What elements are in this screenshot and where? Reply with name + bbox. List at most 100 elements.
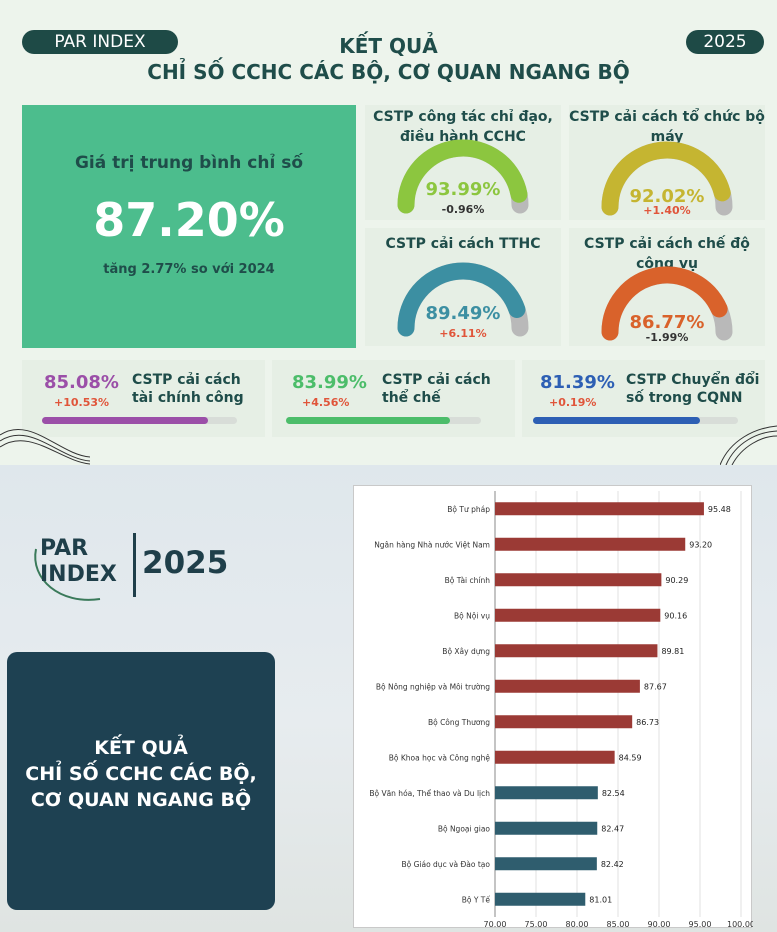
gauge-arc bbox=[601, 141, 733, 216]
value-label: 95.48 bbox=[708, 505, 731, 514]
progress-track bbox=[286, 417, 481, 424]
bar-card-delta: +10.53% bbox=[54, 396, 110, 409]
x-tick-label: 70.00 bbox=[484, 920, 507, 929]
bar-card-label-1: CSTP Chuyển đổi bbox=[626, 372, 760, 388]
gauge-title: CSTP cải cách tổ chức bộ máy bbox=[569, 109, 765, 145]
bar bbox=[495, 537, 686, 551]
gauge-value: 93.99% bbox=[425, 179, 501, 200]
gauge-title: CSTP công tác chỉ đạo, điều hành CCHC bbox=[373, 109, 553, 145]
value-label: 84.59 bbox=[619, 753, 642, 762]
value-label: 90.16 bbox=[664, 611, 687, 620]
category-label: Bộ Khoa học và Công nghệ bbox=[389, 753, 491, 762]
year-badge: 2025 bbox=[686, 30, 764, 54]
gauge-fill bbox=[397, 262, 526, 337]
decorative-wave-left bbox=[0, 428, 90, 465]
bar-card-label-2: thể chế bbox=[382, 390, 441, 406]
average-value: 87.20% bbox=[93, 193, 285, 247]
category-label: Bộ Y Tế bbox=[462, 895, 491, 904]
x-tick-label: 85.00 bbox=[607, 920, 630, 929]
value-label: 82.42 bbox=[601, 860, 624, 869]
value-label: 82.47 bbox=[601, 824, 624, 833]
bar bbox=[495, 750, 615, 764]
par-index-badge: PAR INDEX bbox=[22, 30, 178, 54]
logo-swoosh bbox=[34, 548, 101, 601]
bar-card-the-che: 83.99% +4.56% CSTP cải cách thể chế bbox=[272, 360, 515, 437]
bar bbox=[495, 608, 661, 622]
average-label: Giá trị trung bình chỉ số bbox=[74, 153, 304, 173]
bar bbox=[495, 786, 598, 800]
average-index-card: Giá trị trung bình chỉ số 87.20% tăng 2.… bbox=[22, 105, 356, 348]
summary-panel: PAR INDEX 2025 KẾT QUẢ CHỈ SỐ CCHC CÁC B… bbox=[0, 0, 777, 465]
gauge-card-cong-vu: CSTP cải cách chế độ công vụ 86.77% -1.9… bbox=[569, 228, 765, 346]
decorative-wave-right bbox=[720, 425, 777, 465]
category-label: Bộ Ngoại giao bbox=[438, 824, 491, 833]
category-label: Bộ Văn hóa, Thể thao và Du lịch bbox=[369, 789, 490, 798]
bar-card-value: 83.99% bbox=[292, 372, 367, 393]
category-label: Bộ Công Thương bbox=[428, 718, 490, 727]
average-change: tăng 2.77% so với 2024 bbox=[103, 262, 275, 277]
bar bbox=[495, 644, 658, 658]
category-label: Bộ Tư pháp bbox=[447, 505, 490, 514]
bar bbox=[495, 502, 704, 516]
category-label: Bộ Tài chính bbox=[445, 576, 491, 585]
gauge-fill bbox=[397, 139, 528, 214]
gauge-arc bbox=[601, 266, 733, 341]
gauge-card-to-chuc: CSTP cải cách tổ chức bộ máy 92.02% +1.4… bbox=[569, 105, 765, 220]
gauge-value: 86.77% bbox=[629, 312, 705, 333]
x-tick-label: 75.00 bbox=[525, 920, 548, 929]
bar bbox=[495, 679, 640, 693]
value-label: 81.01 bbox=[589, 895, 612, 904]
value-label: 82.54 bbox=[602, 789, 625, 798]
gauge-title: CSTP cải cách chế độ công vụ bbox=[584, 236, 750, 272]
bar-card-value: 81.39% bbox=[540, 372, 615, 393]
logo-year: 2025 bbox=[142, 545, 229, 581]
bar-card-value: 85.08% bbox=[44, 372, 119, 393]
gauge-title: CSTP cải cách TTHC bbox=[385, 236, 541, 252]
logo-divider bbox=[133, 533, 136, 597]
value-label: 87.67 bbox=[644, 682, 667, 691]
gauge-arc bbox=[397, 139, 529, 214]
bar bbox=[495, 573, 662, 587]
logo-par: PAR bbox=[40, 536, 89, 561]
result-card-line-3: CƠ QUAN NGANG BỘ bbox=[30, 789, 252, 811]
value-label: 93.20 bbox=[689, 540, 712, 549]
category-label: Bộ Xây dựng bbox=[442, 647, 490, 656]
gauge-delta: -0.96% bbox=[441, 203, 485, 216]
progress-fill bbox=[286, 417, 450, 424]
gauge-value: 92.02% bbox=[629, 186, 705, 207]
bar bbox=[495, 892, 586, 906]
bar-card-label-2: số trong CQNN bbox=[626, 390, 743, 406]
x-tick-label: 80.00 bbox=[566, 920, 589, 929]
ranking-bar-chart: 70.00 75.00 80.00 85.00 90.00 95.00 100.00 Bộ T… bbox=[369, 491, 753, 929]
x-tick-label: 95.00 bbox=[689, 920, 712, 929]
progress-fill bbox=[42, 417, 208, 424]
bar-card-delta: +0.19% bbox=[549, 396, 597, 409]
bar bbox=[495, 715, 633, 729]
bar-card-label-2: tài chính công bbox=[132, 390, 244, 406]
gauge-delta: -1.99% bbox=[645, 331, 689, 344]
bar bbox=[495, 821, 598, 835]
gauge-delta: +1.40% bbox=[643, 204, 691, 217]
gauge-card-chi-dao: CSTP công tác chỉ đạo, điều hành CCHC 93… bbox=[365, 105, 561, 220]
gauge-card-tthc: CSTP cải cách TTHC 89.49% +6.11% bbox=[365, 228, 561, 346]
result-card: KẾT QUẢ CHỈ SỐ CCHC CÁC BỘ, CƠ QUAN NGAN… bbox=[7, 652, 275, 910]
gauge-arc bbox=[397, 262, 529, 337]
progress-fill bbox=[533, 417, 700, 424]
result-card-line-2: CHỈ SỐ CCHC CÁC BỘ, bbox=[25, 763, 257, 785]
bar-card-label-1: CSTP cải cách bbox=[382, 372, 491, 388]
x-tick-label: 90.00 bbox=[648, 920, 671, 929]
logo-index: INDEX bbox=[40, 562, 117, 587]
value-label: 89.81 bbox=[661, 647, 684, 656]
gauge-value: 89.49% bbox=[425, 303, 501, 324]
bar-card-chuyen-doi-so: 81.39% +0.19% CSTP Chuyển đổi số trong C… bbox=[522, 360, 765, 437]
gauge-fill bbox=[601, 141, 731, 216]
bar-card-tai-chinh: 85.08% +10.53% CSTP cải cách tài chính c… bbox=[22, 360, 265, 437]
value-label: 90.29 bbox=[665, 576, 688, 585]
category-label: Bộ Nội vụ bbox=[454, 611, 490, 620]
ranking-panel: PAR INDEX 2025 KẾT QUẢ CHỈ SỐ CCHC CÁC B… bbox=[0, 465, 777, 932]
x-tick-label: 100.00 bbox=[727, 920, 753, 929]
page-subtitle: CHỈ SỐ CCHC CÁC BỘ, CƠ QUAN NGANG BỘ bbox=[147, 60, 630, 84]
progress-track bbox=[42, 417, 237, 424]
value-label: 86.73 bbox=[636, 718, 659, 727]
gauge-fill bbox=[601, 266, 728, 341]
